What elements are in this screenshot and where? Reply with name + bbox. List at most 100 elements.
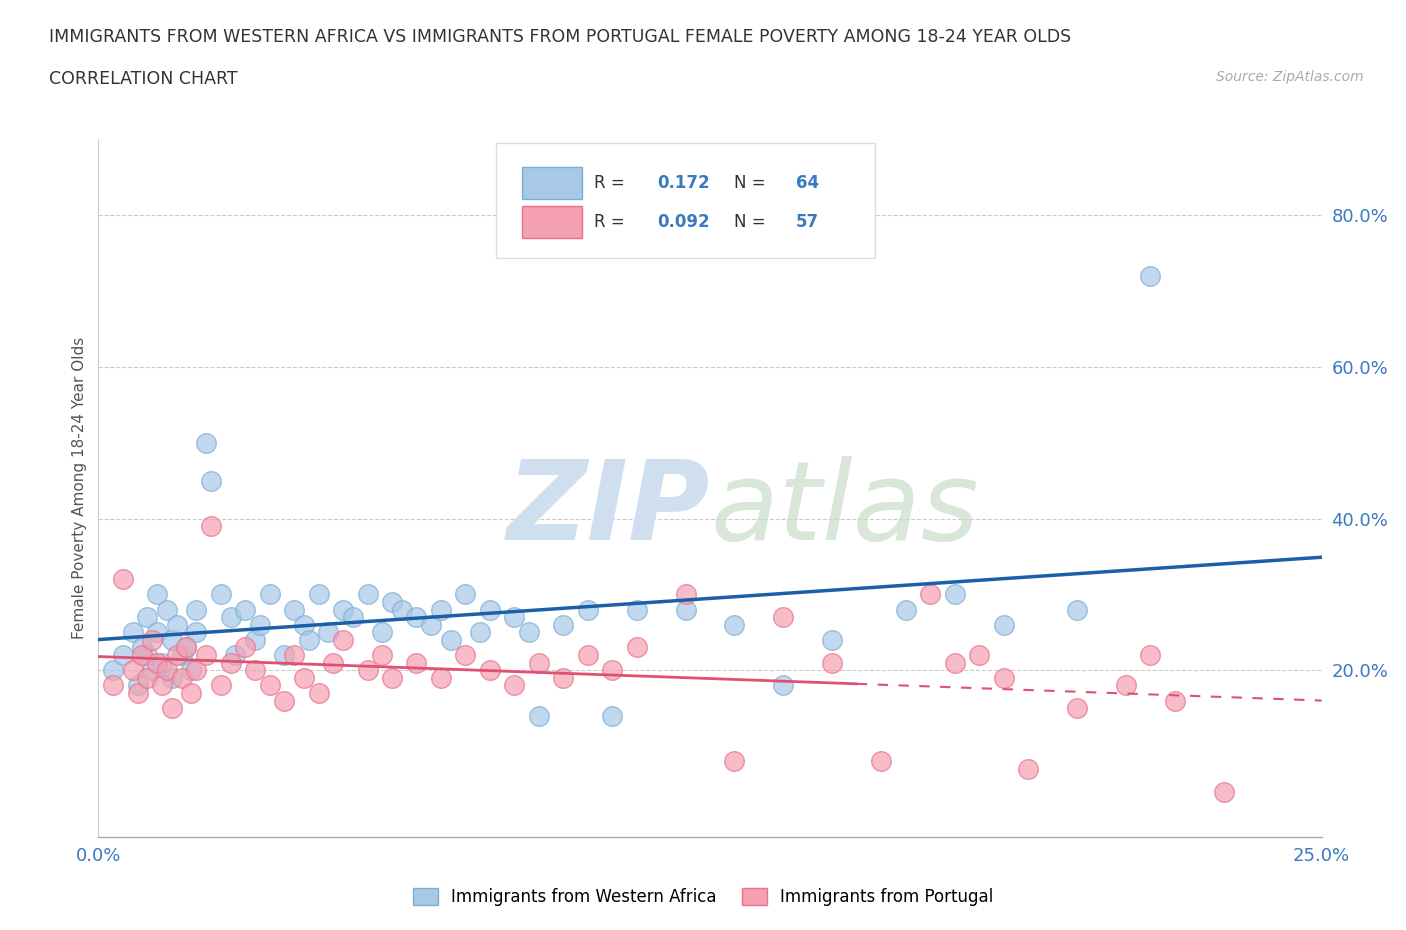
Point <box>127 678 149 693</box>
Point <box>273 647 295 662</box>
Point <box>136 610 159 625</box>
Point <box>166 618 188 632</box>
Point <box>553 671 575 685</box>
Text: N =: N = <box>734 174 772 192</box>
Point <box>381 594 404 609</box>
Point <box>1115 678 1137 693</box>
Point <box>1017 762 1039 777</box>
Point <box>146 587 169 602</box>
Point <box>894 602 917 617</box>
Y-axis label: Female Poverty Among 18-24 Year Olds: Female Poverty Among 18-24 Year Olds <box>72 338 87 640</box>
Point <box>101 663 124 678</box>
Point <box>136 671 159 685</box>
Point <box>127 685 149 700</box>
Point <box>186 625 208 640</box>
Text: N =: N = <box>734 213 772 231</box>
Point <box>967 647 990 662</box>
Point <box>186 663 208 678</box>
Point <box>200 473 222 488</box>
Point <box>576 602 599 617</box>
Point <box>121 663 143 678</box>
Legend: Immigrants from Western Africa, Immigrants from Portugal: Immigrants from Western Africa, Immigran… <box>406 881 1000 912</box>
Point <box>243 663 266 678</box>
Point <box>1066 602 1088 617</box>
Point <box>195 647 218 662</box>
Point <box>920 587 942 602</box>
Point <box>342 610 364 625</box>
Point <box>993 618 1015 632</box>
Point <box>308 685 330 700</box>
Point <box>503 610 526 625</box>
Text: IMMIGRANTS FROM WESTERN AFRICA VS IMMIGRANTS FROM PORTUGAL FEMALE POVERTY AMONG : IMMIGRANTS FROM WESTERN AFRICA VS IMMIGR… <box>49 28 1071 46</box>
Point <box>821 632 844 647</box>
Point <box>273 693 295 708</box>
FancyBboxPatch shape <box>522 206 582 238</box>
Point <box>224 647 246 662</box>
Point <box>292 618 315 632</box>
Point <box>170 647 193 662</box>
Point <box>870 753 893 768</box>
Text: atlas: atlas <box>710 456 979 563</box>
Point <box>233 640 256 655</box>
Point <box>322 656 344 671</box>
Text: 64: 64 <box>796 174 818 192</box>
Text: 0.172: 0.172 <box>658 174 710 192</box>
Point <box>186 602 208 617</box>
Point <box>111 572 134 587</box>
Point <box>176 640 198 655</box>
Point <box>1164 693 1187 708</box>
Point <box>121 625 143 640</box>
Point <box>136 647 159 662</box>
Point <box>626 602 648 617</box>
Text: CORRELATION CHART: CORRELATION CHART <box>49 70 238 87</box>
Point <box>156 663 179 678</box>
Point <box>723 753 745 768</box>
Point <box>150 678 173 693</box>
Point <box>440 632 463 647</box>
Text: ZIP: ZIP <box>506 456 710 563</box>
Text: 57: 57 <box>796 213 818 231</box>
Point <box>180 663 202 678</box>
Point <box>1066 700 1088 715</box>
Point <box>111 647 134 662</box>
Point <box>332 602 354 617</box>
Point <box>993 671 1015 685</box>
Point <box>478 663 501 678</box>
Point <box>180 685 202 700</box>
Point <box>160 632 183 647</box>
Point <box>308 587 330 602</box>
Point <box>600 663 623 678</box>
Point <box>405 610 427 625</box>
Point <box>371 647 394 662</box>
Point <box>553 618 575 632</box>
Point <box>156 602 179 617</box>
Point <box>176 640 198 655</box>
Point <box>292 671 315 685</box>
Point <box>527 709 550 724</box>
Point <box>259 678 281 693</box>
FancyBboxPatch shape <box>496 143 875 259</box>
Point <box>454 587 477 602</box>
Text: R =: R = <box>593 213 630 231</box>
Point <box>527 656 550 671</box>
Point <box>772 678 794 693</box>
Text: 0.092: 0.092 <box>658 213 710 231</box>
Point <box>356 587 378 602</box>
Point <box>517 625 540 640</box>
Point <box>600 709 623 724</box>
Point <box>675 602 697 617</box>
Point <box>233 602 256 617</box>
Point <box>1139 647 1161 662</box>
Point <box>259 587 281 602</box>
Point <box>391 602 413 617</box>
Point <box>283 647 305 662</box>
Point <box>675 587 697 602</box>
Text: R =: R = <box>593 174 630 192</box>
Text: Source: ZipAtlas.com: Source: ZipAtlas.com <box>1216 70 1364 84</box>
Point <box>160 700 183 715</box>
Point <box>1212 784 1234 799</box>
Point <box>468 625 491 640</box>
Point <box>195 435 218 450</box>
Point <box>503 678 526 693</box>
Point <box>943 587 966 602</box>
